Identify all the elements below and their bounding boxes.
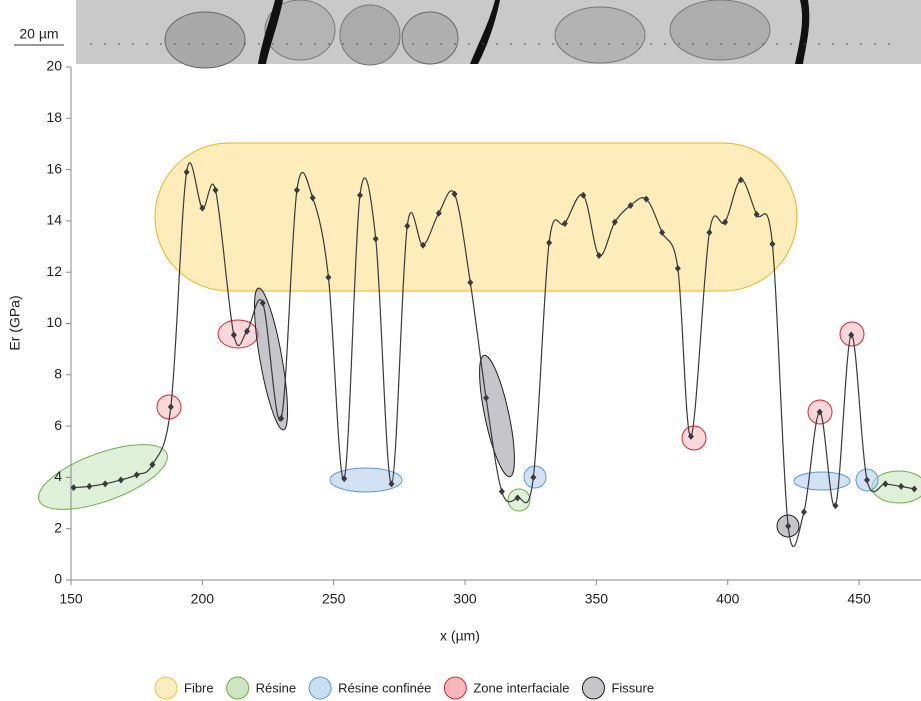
point	[325, 273, 332, 281]
point	[706, 228, 713, 236]
point	[435, 209, 442, 217]
x-tick-label: 450	[847, 591, 871, 607]
point	[785, 522, 792, 530]
point	[611, 218, 618, 226]
point	[643, 195, 650, 203]
point	[580, 191, 587, 199]
point	[753, 210, 760, 218]
x-tick-label: 250	[322, 591, 346, 607]
y-tick-label: 14	[46, 212, 62, 228]
y-tick-label: 18	[46, 109, 62, 125]
scale-bar-label: 20 µm	[19, 26, 58, 42]
y-tick-label: 20	[46, 58, 62, 74]
point	[117, 476, 124, 484]
y-tick-label: 6	[54, 417, 62, 433]
y-tick-label: 2	[54, 519, 62, 535]
regions	[38, 142, 921, 538]
legend-label: Fissure	[611, 680, 654, 695]
point	[259, 299, 266, 307]
point	[309, 194, 316, 202]
point	[722, 218, 729, 226]
y-tick-label: 12	[46, 263, 62, 279]
point	[911, 485, 918, 493]
y-tick-label: 0	[54, 571, 62, 587]
point	[149, 461, 156, 469]
point	[596, 252, 603, 260]
point	[483, 394, 490, 402]
line	[73, 162, 915, 548]
x-tick-label: 350	[585, 591, 609, 607]
point	[293, 186, 300, 194]
point	[341, 475, 348, 483]
point	[388, 480, 395, 488]
point	[183, 168, 190, 176]
point	[627, 202, 634, 210]
legend-label: Résine confinée	[338, 680, 431, 695]
point	[86, 482, 93, 490]
point	[882, 480, 889, 488]
point	[102, 480, 109, 488]
point	[561, 219, 568, 227]
y-tick-label: 16	[46, 160, 62, 176]
legend-label: Zone interfaciale	[473, 680, 569, 695]
point	[199, 204, 206, 212]
point	[659, 228, 666, 236]
legend-label: Fibre	[184, 680, 214, 695]
point	[420, 241, 427, 249]
point	[514, 494, 521, 502]
point	[467, 278, 474, 286]
point	[451, 190, 458, 198]
point	[816, 408, 823, 416]
x-tick-label: 400	[716, 591, 740, 607]
point	[546, 239, 553, 247]
point	[244, 327, 251, 335]
point	[674, 264, 681, 272]
point	[498, 488, 505, 496]
micrograph	[76, 0, 921, 69]
point	[530, 473, 537, 481]
point	[133, 471, 140, 479]
y-tick-label: 8	[54, 366, 62, 382]
point	[848, 331, 855, 339]
point	[404, 222, 411, 230]
legend-swatch	[226, 676, 250, 700]
point	[356, 191, 363, 199]
point	[372, 235, 379, 243]
point	[898, 482, 905, 490]
point	[167, 403, 174, 411]
point	[70, 484, 77, 492]
y-tick-label: 4	[54, 468, 62, 484]
y-tick-label: 10	[46, 314, 62, 330]
point	[230, 331, 237, 339]
point	[212, 186, 219, 194]
legend-swatch	[443, 676, 467, 700]
point	[737, 176, 744, 184]
legend-swatch	[308, 676, 332, 700]
point	[832, 502, 839, 510]
x-tick-label: 150	[59, 591, 83, 607]
point	[278, 414, 285, 422]
x-tick-label: 200	[191, 591, 215, 607]
legend-label: Résine	[256, 680, 296, 695]
point	[769, 240, 776, 248]
x-tick-label: 300	[453, 591, 477, 607]
x-axis-title: x (µm)	[440, 628, 480, 644]
point	[687, 432, 694, 440]
legend-swatch	[154, 676, 178, 700]
point	[863, 476, 870, 484]
y-axis-title: Er (GPa)	[7, 295, 23, 350]
legend-swatch	[581, 676, 605, 700]
point	[800, 508, 807, 516]
